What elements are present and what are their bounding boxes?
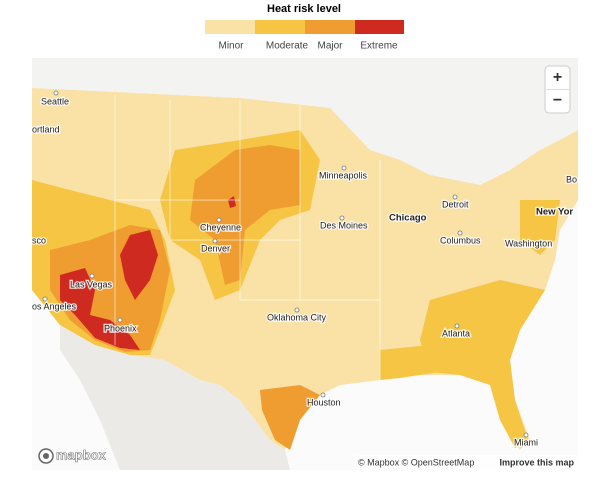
legend-label: Minor [218,41,244,52]
legend-swatch [255,20,305,34]
heat-zone [520,200,560,255]
heat-zone [380,345,440,380]
city-label: Cheyenne [200,222,241,232]
city-label: Detroit [442,199,469,209]
mexico [60,325,290,470]
legend-swatch [355,20,404,34]
state-lines [114,95,381,380]
city-label: Des Moines [320,220,368,230]
city-label: os Angeles [32,301,77,311]
heat-zone [120,230,158,300]
legend-label: Major [317,41,343,52]
logo-text: mapbox [56,447,107,462]
city-label: Phoenix [104,323,137,333]
legend-label: Extreme [360,41,398,52]
legend-swatch [305,20,355,34]
legend-label: Moderate [266,41,309,52]
map[interactable]: Seattle ortland sco os Angeles Las Vegas… [32,58,578,470]
heat-zone [228,196,236,208]
city-label: Atlanta [442,328,470,338]
city-label: Columbus [440,235,481,245]
city-label: Las Vegas [70,279,113,289]
canada [32,58,578,185]
mapbox-logo[interactable]: mapbox [38,447,107,464]
city-label: Seattle [41,96,69,106]
heat-zone [190,145,300,285]
attribution-bg [354,455,578,470]
city-label: Houston [307,397,341,407]
zoom-out[interactable]: − [553,92,562,109]
improve-link[interactable]: Improve this map [499,457,574,467]
city-label: Miami [514,437,538,447]
heat-zone [60,268,140,350]
attribution: © Mapbox © OpenStreetMap [358,457,474,467]
heat-zone [260,385,320,450]
legend-title: Heat risk level [267,3,341,15]
city-label: ortland [32,124,60,134]
city-label: New Yor [536,207,573,218]
city-label: Chicago [389,213,427,224]
city-label: sco [32,235,46,245]
city-markers [42,90,529,438]
legend-swatch [205,20,255,34]
city-label: Denver [201,243,230,253]
heat-zone [420,280,545,448]
city-label: Minneapolis [319,170,368,180]
zoom-in[interactable]: + [553,69,562,86]
city-label: Bo [566,174,577,184]
zoom-control: + − [544,65,571,114]
city-label: Oklahoma City [267,312,327,322]
city-label: Washington [505,238,552,248]
